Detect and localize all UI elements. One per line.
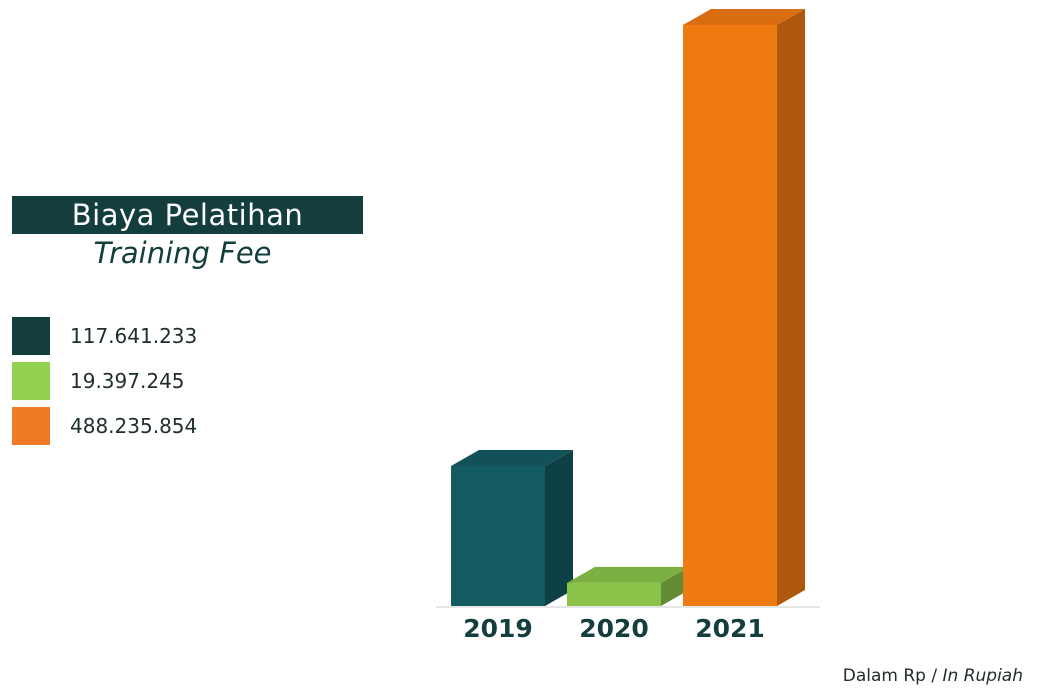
chart-title: Biaya Pelatihan	[12, 196, 363, 234]
unit-note-separator: /	[925, 666, 943, 686]
chart-title-block: Biaya Pelatihan Training Fee	[12, 196, 363, 270]
bar-side-2020	[661, 566, 689, 606]
legend-item-2019: 117.641.233	[12, 317, 197, 355]
bar-2021	[683, 9, 805, 606]
legend-swatch-2020	[12, 362, 50, 400]
legend-value-2021: 488.235.854	[70, 414, 198, 438]
legend-value-2020: 19.397.245	[70, 369, 185, 393]
bar-side-2019	[545, 450, 573, 606]
bar-front-2020	[567, 582, 661, 606]
bar-top-2021	[683, 9, 805, 25]
bar-front-2019	[451, 466, 545, 606]
bar-front-2021	[683, 25, 777, 606]
category-label-2021: 2021	[695, 614, 765, 643]
bar-side-2021	[777, 9, 805, 606]
unit-note-suffix: In Rupiah	[942, 666, 1023, 686]
unit-note: Dalam Rp / In Rupiah	[843, 666, 1023, 686]
chart-subtitle: Training Fee	[93, 236, 272, 270]
category-label-2019: 2019	[463, 614, 533, 643]
category-label-2020: 2020	[579, 614, 649, 643]
legend-swatch-2021	[12, 407, 50, 445]
legend-item-2020: 19.397.245	[12, 362, 185, 400]
bar-top-2019	[451, 450, 573, 467]
unit-note-prefix: Dalam Rp	[842, 666, 926, 686]
legend-item-2021: 488.235.854	[12, 407, 197, 445]
bar-top-2020	[567, 566, 689, 583]
bar-2020	[567, 566, 689, 606]
bar-2019	[451, 450, 573, 606]
legend-value-2019: 117.641.233	[70, 324, 198, 348]
category-labels: 2019 2020 2021	[463, 614, 765, 643]
legend-swatch-2019	[12, 317, 50, 355]
bars-layer	[436, 9, 820, 608]
